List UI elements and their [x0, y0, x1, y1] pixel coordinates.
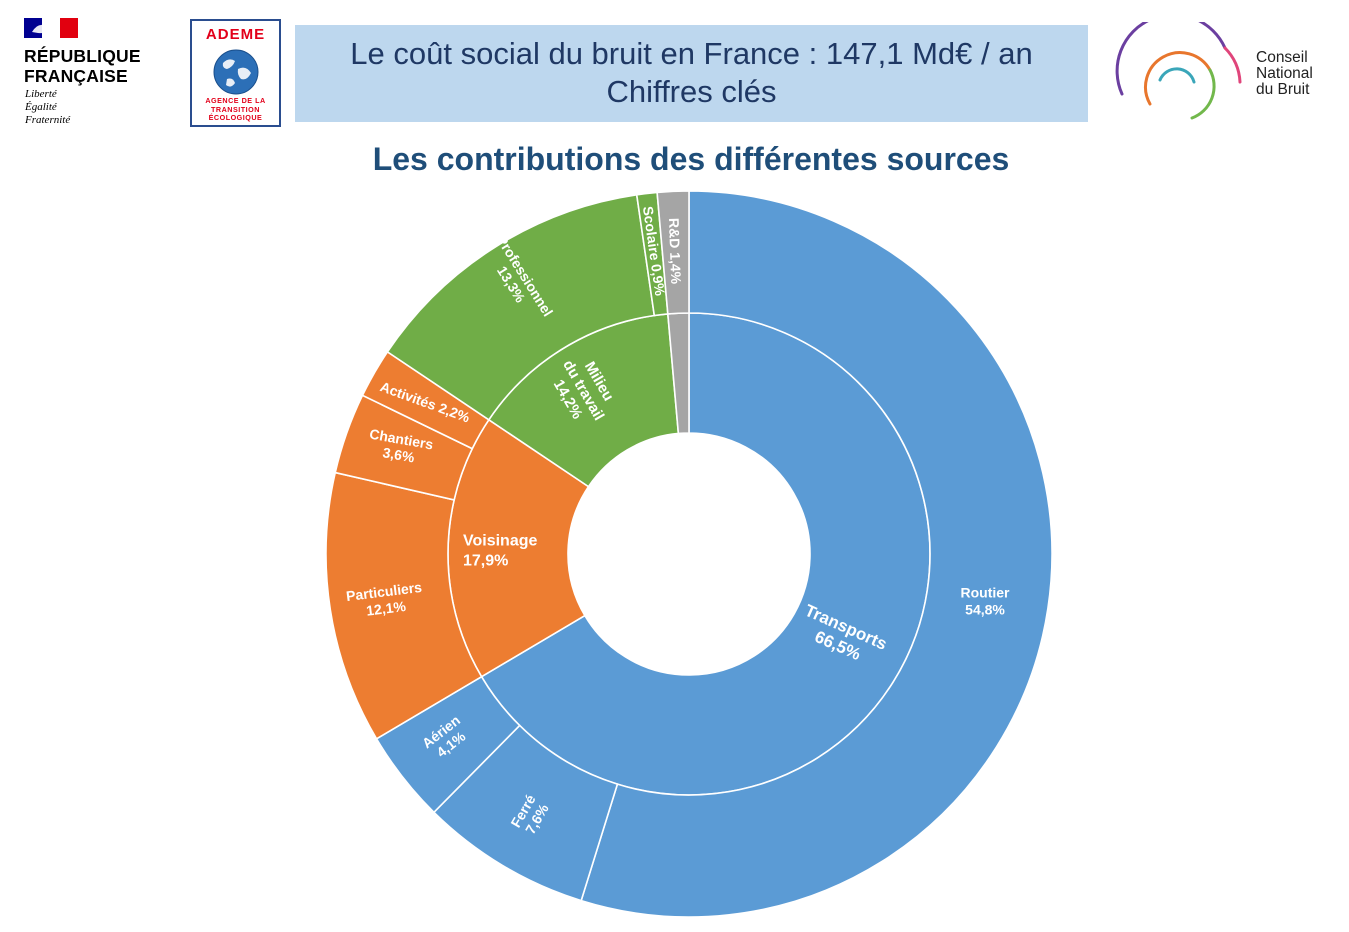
- republique-francaise-logo: RÉPUBLIQUE FRANÇAISE Liberté Égalité Fra…: [24, 18, 164, 133]
- ademe-tagline-line3: ÉCOLOGIQUE: [208, 113, 263, 122]
- globe-icon: [213, 49, 259, 95]
- ademe-name: ADEME: [205, 26, 266, 43]
- republique-title-line2: FRANÇAISE: [24, 66, 128, 86]
- outer-label-chantiers-value: 3,6%: [382, 444, 417, 465]
- title-banner: Le coût social du bruit en France : 147,…: [295, 25, 1088, 122]
- inner-label-voisinage: Voisinage 17,9%: [463, 533, 537, 570]
- cnb-name-line3: du Bruit: [1256, 81, 1310, 98]
- ademe-tagline: AGENCE DE LA TRANSITION ÉCOLOGIQUE: [192, 96, 279, 123]
- cnb-name: Conseil National du Bruit: [1256, 50, 1313, 98]
- ademe-tagline-line1: AGENCE DE LA: [205, 96, 266, 105]
- title-line1: Le coût social du bruit en France : 147,…: [350, 36, 1033, 71]
- cnb-name-line1: Conseil: [1256, 49, 1308, 66]
- motto-liberte: Liberté: [25, 88, 57, 100]
- outer-label-routier-name: Routier: [961, 584, 1011, 600]
- motto-fraternite: Fraternité: [25, 114, 71, 126]
- marianne-flag-icon: [24, 18, 78, 38]
- outer-label-rd-name: R&D 1,4%: [666, 218, 684, 285]
- inner-label-voisinage-name: Voisinage: [463, 533, 537, 550]
- outer-label-routier-value: 54,8%: [965, 601, 1005, 617]
- ademe-tagline-line2: TRANSITION: [211, 104, 260, 114]
- outer-slice-routier: [580, 190, 1053, 918]
- outer-label-particuliers-value: 12,1%: [365, 598, 407, 619]
- ademe-logo: ADEME AGENCE DE LA TRANSITION ÉCOLOGIQUE: [190, 19, 281, 127]
- chart-title: Les contributions des différentes source…: [372, 141, 1010, 177]
- inner-label-voisinage-value: 17,9%: [463, 553, 508, 570]
- motto-egalite: Égalité: [25, 101, 57, 113]
- republique-title: RÉPUBLIQUE FRANÇAISE: [24, 46, 141, 86]
- cnb-name-line2: National: [1256, 65, 1313, 82]
- outer-label-rd: R&D 1,4%: [666, 218, 684, 285]
- republique-motto: Liberté Égalité Fraternité: [25, 88, 70, 127]
- title-line2: Chiffres clés: [606, 74, 777, 109]
- outer-slice-rd: [656, 190, 690, 315]
- republique-title-line1: RÉPUBLIQUE: [24, 46, 141, 66]
